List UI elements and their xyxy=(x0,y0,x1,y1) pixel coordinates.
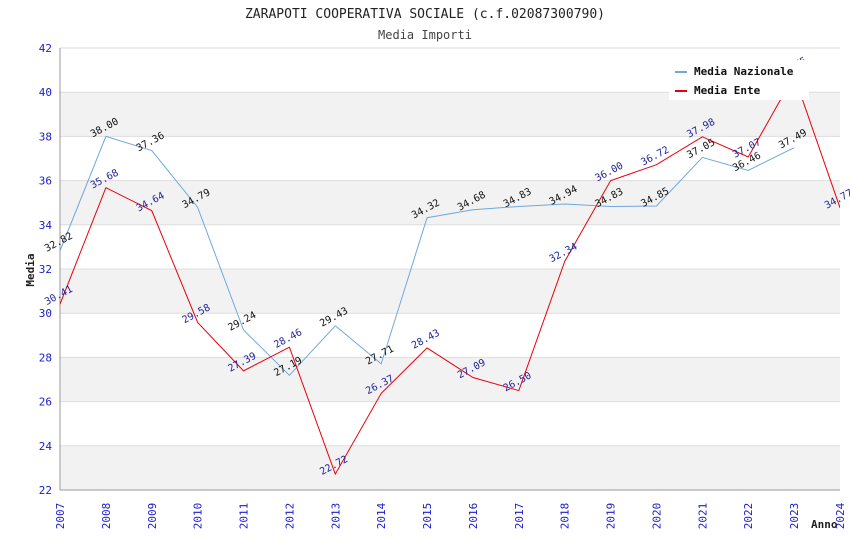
y-tick-label: 32 xyxy=(39,263,52,276)
legend: Media Nazionale Media Ente xyxy=(669,60,809,100)
x-tick-label: 2008 xyxy=(100,503,113,530)
series-line-media-nazionale xyxy=(60,135,795,377)
x-tick-label: 2012 xyxy=(283,503,296,530)
series-lines xyxy=(60,74,840,476)
x-tick-label: 2023 xyxy=(788,503,801,530)
legend-label-media-nazionale: Media Nazionale xyxy=(694,65,794,78)
x-tick-label: 2017 xyxy=(513,503,526,530)
y-tick-label: 24 xyxy=(39,440,53,453)
chart-subtitle: Media Importi xyxy=(378,28,472,42)
x-tick-label: 2016 xyxy=(467,503,480,530)
x-tick-label: 2009 xyxy=(146,503,159,530)
series-line-media-ente xyxy=(60,74,840,476)
plot-band xyxy=(60,136,840,181)
x-tick-label: 2019 xyxy=(605,503,618,530)
x-tick-label: 2010 xyxy=(192,503,205,530)
y-tick-label: 38 xyxy=(39,130,52,143)
plot-band xyxy=(60,269,840,314)
y-tick-label: 30 xyxy=(39,307,52,320)
x-tick-label: 2018 xyxy=(559,503,572,530)
x-tick-label: 2011 xyxy=(238,503,251,530)
y-tick-label: 22 xyxy=(39,484,52,497)
plot-band xyxy=(60,180,840,225)
y-axis-label: Media xyxy=(24,253,37,286)
plot-band xyxy=(60,224,840,269)
plot-band xyxy=(60,357,840,402)
x-tick-label: 2020 xyxy=(650,503,663,530)
legend-box xyxy=(669,60,809,100)
x-tick-label: 2021 xyxy=(696,503,709,530)
plot-band xyxy=(60,445,840,490)
plot-band xyxy=(60,401,840,446)
plot-band xyxy=(60,313,840,358)
y-tick-label: 28 xyxy=(39,351,52,364)
legend-label-media-ente: Media Ente xyxy=(694,84,761,97)
chart-title: ZARAPOTI COOPERATIVA SOCIALE (c.f.020873… xyxy=(245,7,605,22)
plot-background-bands xyxy=(60,48,840,490)
x-tick-label: 2022 xyxy=(742,503,755,530)
y-tick-labels: 22 24 26 28 30 32 34 36 38 40 42 xyxy=(39,42,53,497)
x-tick-labels: 2007 2008 2009 2010 2011 2012 2013 2014 2015 2016… xyxy=(54,502,847,529)
x-axis-label: Anno xyxy=(811,518,838,531)
y-tick-label: 34 xyxy=(39,219,53,232)
y-tick-label: 40 xyxy=(39,86,52,99)
x-tick-label: 2024 xyxy=(834,502,847,529)
x-tick-label: 2015 xyxy=(421,503,434,530)
x-tick-label: 2013 xyxy=(329,503,342,530)
x-tick-label: 2007 xyxy=(54,503,67,530)
y-tick-label: 42 xyxy=(39,42,52,55)
y-tick-label: 26 xyxy=(39,396,52,409)
y-tick-label: 36 xyxy=(39,175,52,188)
x-tick-label: 2014 xyxy=(375,502,388,529)
